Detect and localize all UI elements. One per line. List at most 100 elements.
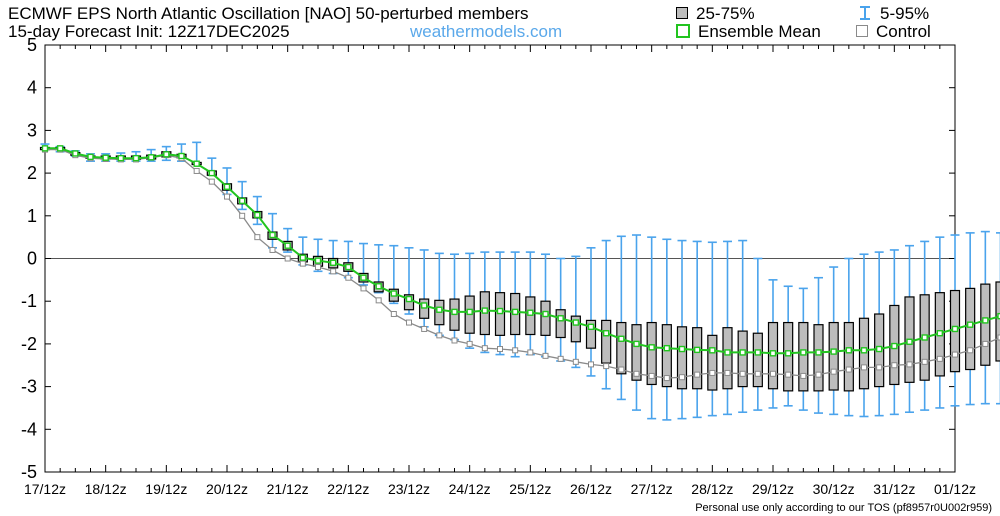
control-point [648, 372, 655, 379]
mean-point [238, 197, 246, 205]
mean-point [436, 306, 443, 313]
y-tick-label: 1 [27, 206, 37, 226]
mean-point [602, 330, 610, 337]
iqr-box [722, 327, 733, 390]
iqr-box [980, 283, 991, 366]
iqr-box [631, 324, 642, 381]
iqr-box [798, 321, 809, 392]
mean-point [360, 274, 367, 281]
control-point [603, 363, 610, 370]
iqr-box [752, 332, 763, 388]
control-point [679, 374, 685, 381]
iqr-box [707, 334, 718, 391]
iqr-box [403, 294, 415, 311]
brand-link[interactable]: weathermodels.com [410, 22, 563, 41]
mean-point [921, 334, 928, 341]
mean-point [648, 344, 655, 351]
mean-point [314, 257, 322, 264]
legend-control-label: Control [876, 22, 931, 41]
whisker-swatch-icon [860, 5, 870, 20]
x-tick-label: 29/12z [752, 481, 794, 497]
mean-swatch-icon [676, 23, 690, 38]
mean-point [769, 350, 777, 357]
x-tick-label: 23/12z [388, 481, 430, 497]
control-point [588, 361, 594, 368]
iqr-box [995, 281, 1000, 362]
mean-point [132, 154, 140, 162]
control-point [845, 366, 852, 373]
x-tick-label: 22/12z [327, 481, 369, 497]
mean-point [102, 154, 109, 161]
control-point [375, 297, 382, 304]
control-point [330, 268, 337, 275]
mean-point [254, 211, 261, 219]
iqr-box [843, 321, 854, 392]
mean-point [587, 323, 595, 331]
y-tick-label: -2 [21, 334, 37, 354]
control-point [497, 346, 503, 353]
control-point [239, 212, 246, 219]
mean-point [451, 308, 458, 316]
tos-footer: Personal use only according to our TOS (… [695, 502, 992, 514]
mean-point [87, 153, 94, 161]
control-point [390, 311, 397, 318]
mean-point [269, 231, 276, 239]
mean-point [875, 345, 883, 353]
control-point [618, 366, 625, 373]
mean-point [542, 310, 549, 318]
iqr-box [813, 324, 824, 392]
mean-point [951, 325, 959, 333]
control-point [360, 285, 367, 292]
legend-box-label: 25-75% [696, 4, 755, 23]
mean-point [481, 307, 489, 314]
legend-whisker-label: 5-95% [880, 4, 930, 23]
mean-point [997, 312, 1000, 320]
mean-point [845, 347, 853, 354]
mean-point [815, 349, 822, 356]
mean-point [663, 344, 671, 352]
control-point [512, 347, 519, 354]
mean-point [299, 254, 307, 261]
mean-point [739, 349, 746, 356]
x-tick-label: 17/12z [24, 481, 66, 497]
mean-point [284, 242, 291, 249]
mean-point [724, 349, 731, 356]
y-tick-label: 5 [27, 35, 37, 55]
iqr-box [540, 300, 551, 336]
legend-mean-label: Ensemble Mean [698, 22, 821, 41]
mean-point [208, 169, 216, 177]
x-tick-label: 27/12z [631, 481, 673, 497]
control-point [193, 167, 200, 174]
control-point [208, 178, 215, 185]
control-point [466, 340, 473, 347]
mean-point [117, 154, 125, 162]
iqr-box [661, 324, 672, 388]
iqr-box [585, 319, 597, 349]
x-tick-label: 26/12z [570, 481, 612, 497]
control-point [800, 372, 807, 379]
mean-point [496, 307, 504, 315]
iqr-box [783, 321, 794, 392]
control-point [481, 345, 488, 352]
control-point [982, 340, 989, 347]
mean-point [572, 319, 580, 326]
legend-box: 25-75% [676, 4, 755, 23]
mean-point [678, 345, 686, 353]
mean-point [860, 347, 868, 354]
control-point [269, 246, 276, 253]
x-tick-label: 01/12z [934, 481, 976, 497]
control-point [739, 370, 746, 377]
control-point [557, 355, 564, 362]
control-point [967, 347, 974, 354]
mean-point [193, 160, 200, 167]
y-tick-label: 3 [27, 120, 37, 140]
mean-point [72, 150, 79, 157]
control-point [254, 234, 261, 241]
x-tick-label: 24/12z [449, 481, 491, 497]
control-point [284, 255, 291, 262]
mean-point [466, 308, 473, 316]
control-point [421, 325, 428, 332]
control-point [921, 358, 928, 365]
mean-point [178, 152, 185, 160]
iqr-box [616, 321, 627, 375]
